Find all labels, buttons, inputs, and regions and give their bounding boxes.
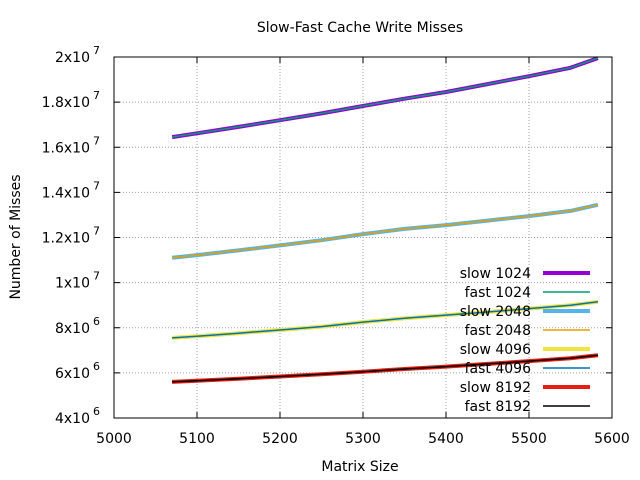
y-tick-exponent: 7 bbox=[93, 89, 100, 102]
y-tick-label: 1.8x10 bbox=[42, 95, 90, 111]
series-line bbox=[171, 57, 599, 138]
x-tick-label: 5200 bbox=[262, 431, 298, 447]
y-tick-label: 4x10 bbox=[55, 411, 90, 427]
series-line bbox=[172, 353, 599, 384]
y-tick-label: 1x10 bbox=[55, 276, 90, 292]
x-tick-label: 5300 bbox=[345, 431, 381, 447]
series-line bbox=[171, 56, 599, 140]
legend-label: fast 4096 bbox=[465, 361, 531, 377]
y-tick-exponent: 7 bbox=[93, 44, 100, 57]
y-tick-exponent: 6 bbox=[93, 405, 100, 418]
y-tick-label: 6x10 bbox=[55, 366, 90, 382]
y-tick-label: 2x10 bbox=[55, 50, 90, 66]
grid bbox=[114, 57, 612, 418]
y-tick-label: 1.2x10 bbox=[42, 231, 90, 247]
y-tick-label: 1.6x10 bbox=[42, 140, 90, 156]
legend-label: slow 1024 bbox=[460, 266, 531, 282]
legend: slow 1024 fast 1024 slow 2048 fast 2048 slow… bbox=[460, 266, 590, 415]
x-axis-label: Matrix Size bbox=[321, 459, 398, 475]
series-line bbox=[172, 204, 599, 259]
x-tick-label: 5500 bbox=[511, 431, 547, 447]
legend-label: slow 4096 bbox=[460, 342, 531, 358]
y-tick-exponent: 6 bbox=[93, 360, 100, 373]
legend-label: fast 2048 bbox=[465, 323, 531, 339]
series-line bbox=[172, 301, 598, 339]
y-tick-exponent: 6 bbox=[93, 315, 100, 328]
chart-title: Slow-Fast Cache Write Misses bbox=[257, 20, 463, 36]
y-tick-exponent: 7 bbox=[93, 134, 100, 147]
x-tick-label: 5400 bbox=[428, 431, 464, 447]
x-tick-label: 5100 bbox=[179, 431, 215, 447]
y-tick-label: 8x10 bbox=[55, 321, 90, 337]
series-layer bbox=[171, 56, 599, 384]
legend-label: slow 2048 bbox=[460, 304, 531, 320]
y-tick-exponent: 7 bbox=[93, 179, 100, 192]
legend-label: fast 1024 bbox=[465, 285, 531, 301]
x-tick-label: 5000 bbox=[96, 431, 132, 447]
legend-label: slow 8192 bbox=[460, 380, 531, 396]
y-tick-label: 1.4x10 bbox=[42, 185, 90, 201]
y-tick-exponent: 7 bbox=[93, 270, 100, 283]
series-line bbox=[172, 354, 598, 383]
x-tick-label: 5600 bbox=[594, 431, 630, 447]
y-tick-exponent: 7 bbox=[93, 225, 100, 238]
legend-label: fast 8192 bbox=[465, 399, 531, 415]
y-axis-label: Number of Misses bbox=[8, 174, 24, 299]
